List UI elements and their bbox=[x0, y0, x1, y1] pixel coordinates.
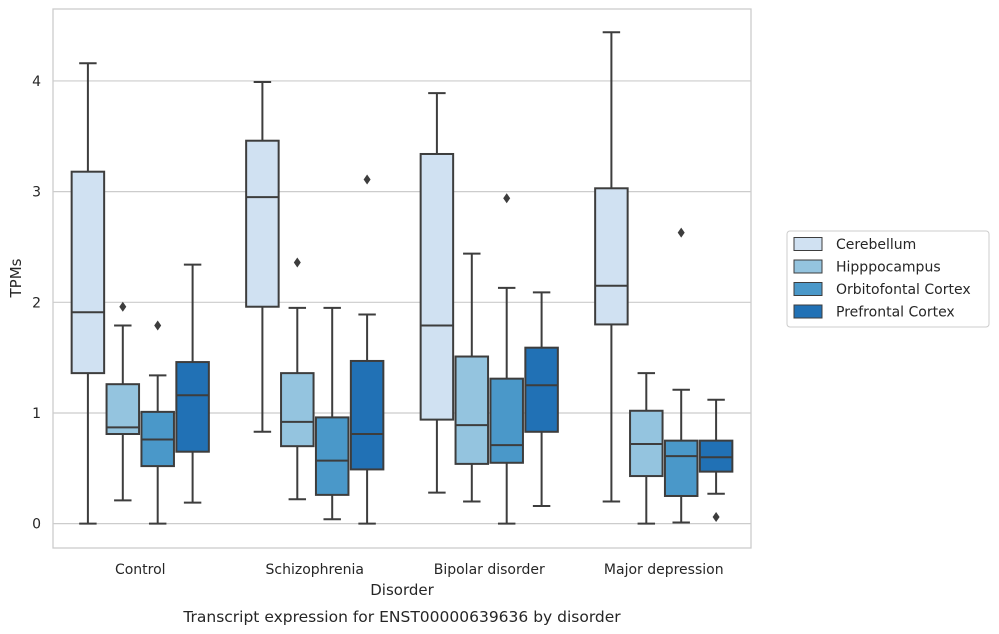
iqr-box bbox=[70, 170, 106, 375]
box-orbitofontal-cortex bbox=[663, 227, 699, 524]
iqr-box bbox=[663, 439, 699, 497]
box-hipppocampus bbox=[629, 372, 664, 525]
outlier-point bbox=[503, 193, 511, 204]
iqr-box bbox=[524, 346, 559, 433]
y-tick-label: 1 bbox=[32, 406, 41, 422]
x-tick-label: Bipolar disorder bbox=[434, 562, 545, 578]
box-series bbox=[70, 31, 734, 525]
outlier-point bbox=[363, 174, 371, 185]
legend-label: Cerebellum bbox=[836, 237, 916, 253]
legend-swatch bbox=[793, 282, 823, 296]
outlier-point bbox=[677, 227, 685, 238]
chart-caption: Transcript expression for ENST0000063963… bbox=[182, 608, 621, 626]
iqr-box bbox=[349, 359, 385, 471]
box-cerebellum bbox=[419, 92, 455, 494]
legend-frame bbox=[786, 230, 990, 328]
legend-swatch bbox=[793, 237, 823, 251]
y-tick-labels: 0 1 2 3 4 bbox=[32, 74, 41, 533]
x-tick-labels: Control Schizophrenia Bipolar disorder Majo… bbox=[115, 562, 724, 578]
y-tick-label: 4 bbox=[32, 74, 41, 90]
outlier-point bbox=[712, 512, 720, 523]
legend-swatch bbox=[793, 304, 823, 319]
outlier-point bbox=[293, 257, 301, 268]
x-tick-label: Major depression bbox=[604, 562, 724, 578]
x-axis-label: Disorder bbox=[370, 581, 434, 599]
box-orbitofontal-cortex bbox=[140, 320, 175, 525]
outlier-point bbox=[154, 320, 162, 331]
iqr-box bbox=[698, 439, 734, 473]
box-cerebellum bbox=[245, 81, 280, 433]
box-prefrontal-cortex bbox=[175, 263, 210, 504]
iqr-box bbox=[419, 152, 455, 421]
legend-swatch bbox=[793, 259, 823, 274]
outlier-point bbox=[119, 301, 127, 312]
box-prefrontal-cortex bbox=[698, 398, 734, 523]
box-prefrontal-cortex bbox=[349, 174, 385, 525]
iqr-box bbox=[245, 139, 280, 308]
iqr-box bbox=[489, 377, 524, 464]
box-cerebellum bbox=[70, 62, 106, 525]
box-hipppocampus bbox=[105, 301, 141, 502]
box-prefrontal-cortex bbox=[524, 291, 559, 507]
box-cerebellum bbox=[594, 31, 629, 503]
legend-label: Prefrontal Cortex bbox=[836, 305, 955, 321]
iqr-box bbox=[175, 361, 210, 453]
x-tick-label: Control bbox=[115, 562, 166, 578]
box-hipppocampus bbox=[280, 257, 315, 501]
box-orbitofontal-cortex bbox=[314, 306, 350, 521]
y-axis-label: TPMs bbox=[7, 258, 25, 298]
iqr-box bbox=[314, 416, 350, 496]
iqr-box bbox=[280, 372, 315, 448]
iqr-box bbox=[454, 355, 490, 465]
x-tick-label: Schizophrenia bbox=[266, 562, 364, 578]
plot-area-frame bbox=[52, 8, 752, 549]
legend-label: Orbitofontal Cortex bbox=[836, 282, 971, 298]
y-tick-label: 2 bbox=[32, 295, 41, 311]
box-hipppocampus bbox=[454, 252, 490, 503]
iqr-box bbox=[594, 187, 629, 326]
y-tick-label: 0 bbox=[32, 517, 41, 533]
y-tick-label: 3 bbox=[32, 185, 41, 201]
legend-label: Hipppocampus bbox=[836, 260, 941, 276]
legend: Cerebellum Hipppocampus Orbitofontal Corte… bbox=[786, 230, 990, 328]
iqr-box bbox=[105, 383, 141, 436]
box-orbitofontal-cortex bbox=[489, 193, 524, 525]
